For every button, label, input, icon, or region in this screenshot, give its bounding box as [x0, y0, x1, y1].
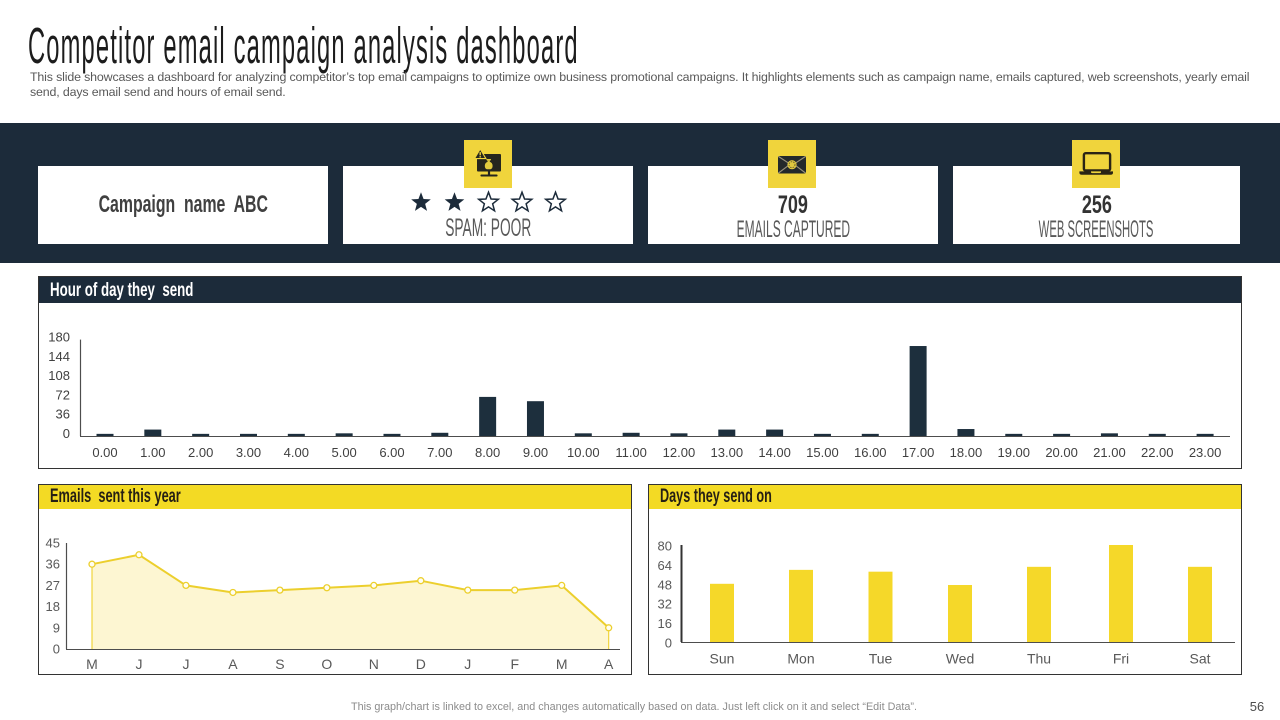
svg-text:Sat: Sat [1189, 651, 1210, 667]
svg-text:18.00: 18.00 [950, 445, 983, 460]
svg-text:1.00: 1.00 [140, 445, 165, 460]
svg-text:16.00: 16.00 [854, 445, 887, 460]
svg-text:27: 27 [46, 578, 60, 593]
svg-text:J: J [135, 656, 142, 672]
svg-text:17.00: 17.00 [902, 445, 935, 460]
svg-text:Tue: Tue [869, 651, 893, 667]
svg-text:Thu: Thu [1027, 651, 1051, 667]
svg-text:72: 72 [56, 387, 70, 402]
svg-text:5.00: 5.00 [331, 445, 356, 460]
svg-text:9.00: 9.00 [523, 445, 548, 460]
svg-text:F: F [510, 656, 519, 672]
svg-text:16: 16 [658, 616, 672, 631]
svg-text:Sun: Sun [710, 651, 735, 667]
svg-text:D: D [416, 656, 426, 672]
svg-text:13.00: 13.00 [711, 445, 744, 460]
svg-text:32: 32 [658, 597, 672, 612]
svg-text:45: 45 [46, 536, 60, 551]
svg-text:64: 64 [658, 558, 672, 573]
svg-text:19.00: 19.00 [997, 445, 1030, 460]
svg-text:144: 144 [48, 349, 70, 364]
svg-text:9: 9 [53, 620, 60, 635]
svg-text:O: O [321, 656, 332, 672]
svg-text:4.00: 4.00 [284, 445, 309, 460]
svg-text:8.00: 8.00 [475, 445, 500, 460]
svg-text:80: 80 [658, 539, 672, 554]
svg-text:48: 48 [658, 577, 672, 592]
svg-text:0.00: 0.00 [92, 445, 117, 460]
svg-text:180: 180 [48, 330, 70, 345]
svg-text:0: 0 [665, 636, 672, 651]
svg-text:23.00: 23.00 [1189, 445, 1222, 460]
svg-text:14.00: 14.00 [758, 445, 791, 460]
svg-text:0: 0 [63, 426, 70, 441]
svg-text:21.00: 21.00 [1093, 445, 1126, 460]
svg-text:10.00: 10.00 [567, 445, 600, 460]
svg-text:12.00: 12.00 [663, 445, 696, 460]
svg-text:M: M [86, 656, 98, 672]
svg-text:20.00: 20.00 [1045, 445, 1078, 460]
svg-text:36: 36 [56, 407, 70, 422]
svg-text:A: A [228, 656, 238, 672]
svg-text:36: 36 [46, 557, 60, 572]
svg-text:N: N [369, 656, 379, 672]
svg-text:18: 18 [46, 599, 60, 614]
svg-text:6.00: 6.00 [379, 445, 404, 460]
svg-text:22.00: 22.00 [1141, 445, 1174, 460]
svg-text:Fri: Fri [1113, 651, 1129, 667]
svg-text:3.00: 3.00 [236, 445, 261, 460]
svg-text:7.00: 7.00 [427, 445, 452, 460]
svg-text:2.00: 2.00 [188, 445, 213, 460]
svg-text:11.00: 11.00 [615, 445, 647, 460]
svg-text:S: S [275, 656, 284, 672]
svg-text:0: 0 [53, 642, 60, 657]
svg-text:M: M [556, 656, 568, 672]
svg-text:A: A [604, 656, 614, 672]
svg-text:15.00: 15.00 [806, 445, 839, 460]
svg-text:108: 108 [48, 368, 70, 383]
svg-text:Wed: Wed [946, 651, 975, 667]
svg-text:J: J [464, 656, 471, 672]
svg-text:J: J [182, 656, 189, 672]
svg-text:Mon: Mon [787, 651, 814, 667]
